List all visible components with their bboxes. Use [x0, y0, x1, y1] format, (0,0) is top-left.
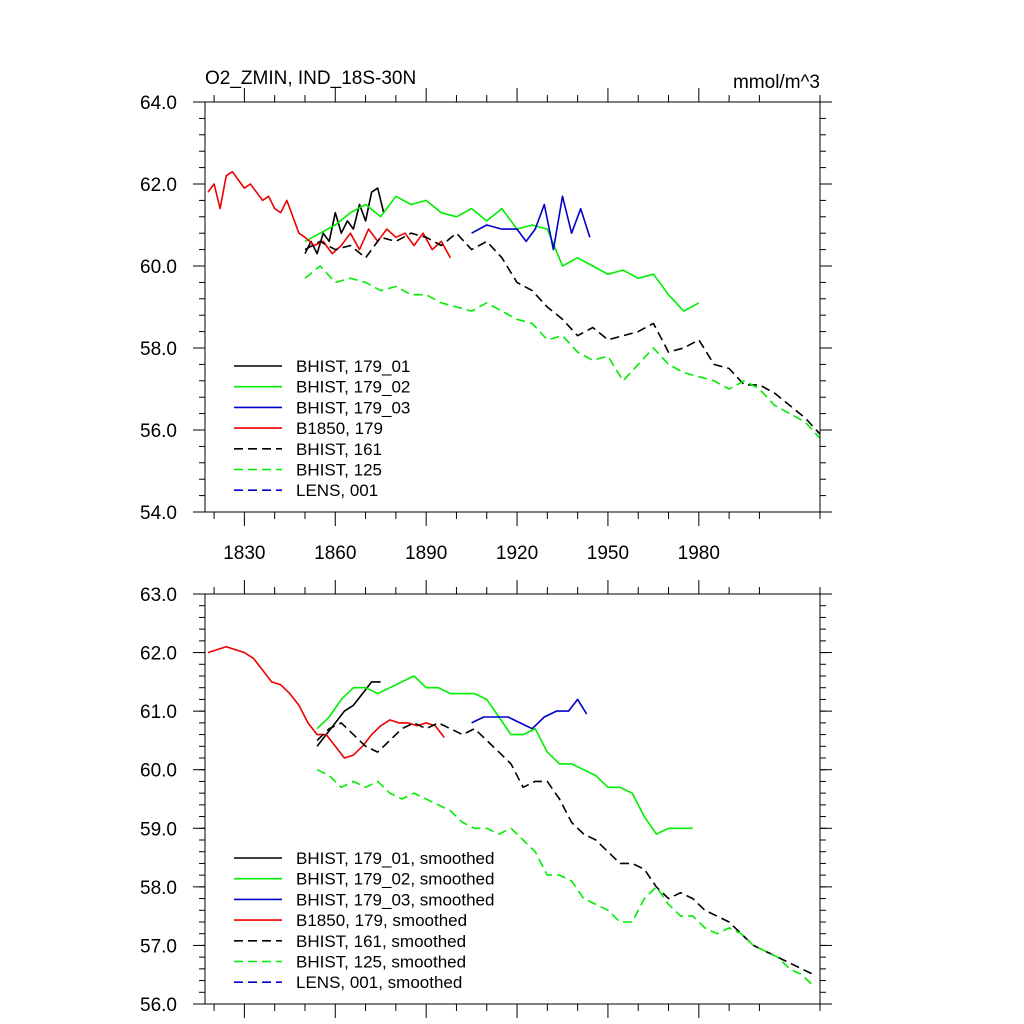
- legend-entry-2-7: LENS, 001, smoothed: [296, 973, 462, 992]
- x-tick-label: 1920: [496, 543, 538, 564]
- legend-entry-1-6: BHIST, 125: [296, 461, 382, 480]
- x-tick-label: 1830: [223, 543, 265, 564]
- legend-entry-1-7: LENS, 001: [296, 481, 378, 500]
- legend-entry-2-5: BHIST, 161, smoothed: [296, 932, 466, 951]
- y-tick-label: 56.0: [140, 995, 177, 1016]
- x-tick-label: 1950: [587, 543, 629, 564]
- y-tick-label: 62.0: [140, 175, 177, 196]
- y-tick-label: 61.0: [140, 702, 177, 723]
- y-tick-label: 58.0: [140, 878, 177, 899]
- series-line-1-3: [471, 195, 591, 251]
- series-line-1-5: [304, 232, 821, 435]
- panel-2: 56.0 57.0 58.0 59.0 60.0 61.0 62.0 63.0 BHIST, 1…: [140, 580, 832, 1018]
- plot-frame: [204, 101, 821, 513]
- x-tick-label: 1980: [678, 543, 720, 564]
- chart-title: O2_ZMIN, IND_18S-30N: [205, 68, 416, 89]
- units-label: mmol/m^3: [733, 72, 820, 93]
- series-line-2-3: [471, 698, 588, 730]
- y-tick-label: 57.0: [140, 936, 177, 957]
- legend-entry-1-5: BHIST, 161: [296, 440, 382, 459]
- x-tick-label: 1860: [314, 543, 356, 564]
- y-tick-label: 62.0: [140, 644, 177, 665]
- series-line-1-1: [304, 187, 385, 255]
- x-tick-label: 1890: [405, 543, 447, 564]
- y-tick-label: 60.0: [140, 257, 177, 278]
- plot-frame: [204, 593, 821, 1005]
- legend-entry-2-6: BHIST, 125, smoothed: [296, 953, 466, 972]
- series-line-2-6: [316, 768, 815, 987]
- series-line-2-4: [207, 645, 445, 759]
- legend-entry-2-2: BHIST, 179_02, smoothed: [296, 870, 494, 889]
- y-tick-label: 54.0: [140, 503, 177, 524]
- series-line-2-5: [316, 722, 815, 976]
- legend-entry-1-2: BHIST, 179_02: [296, 378, 410, 397]
- y-tick-label: 63.0: [140, 585, 177, 606]
- legend-entry-2-1: BHIST, 179_01, smoothed: [296, 849, 494, 868]
- y-tick-label: 56.0: [140, 421, 177, 442]
- y-tick-label: 59.0: [140, 819, 177, 840]
- series-line-1-2: [304, 195, 700, 312]
- legend-entry-1-4: B1850, 179: [296, 419, 383, 438]
- y-tick-label: 60.0: [140, 761, 177, 782]
- y-tick-label: 58.0: [140, 339, 177, 360]
- legend-entry-2-4: B1850, 179, smoothed: [296, 911, 467, 930]
- series-line-1-4: [207, 170, 452, 259]
- series-line-2-2: [316, 675, 693, 835]
- legend-entry-1-3: BHIST, 179_03: [296, 398, 410, 417]
- series-line-1-6: [304, 265, 821, 439]
- y-tick-label: 64.0: [140, 93, 177, 114]
- series-line-2-1: [316, 681, 381, 747]
- legend-entry-2-3: BHIST, 179_03, smoothed: [296, 890, 494, 909]
- legend-entry-1-1: BHIST, 179_01: [296, 357, 410, 376]
- panel-1: 1830 1860 1890 1920 1950 1980 54.0 56.0 58.0 60.0…: [140, 88, 832, 564]
